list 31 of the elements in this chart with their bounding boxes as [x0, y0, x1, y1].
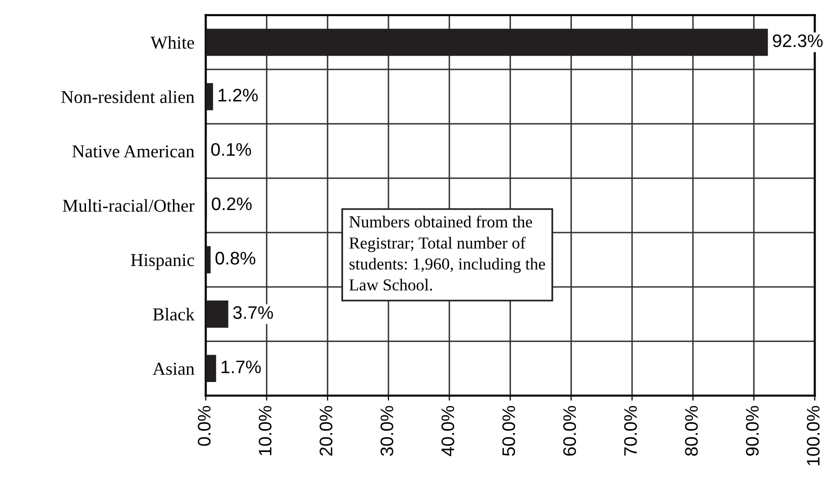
- x-tick-label: 60.0%: [563, 406, 576, 456]
- bar: [206, 28, 768, 56]
- x-tick-label: 80.0%: [685, 406, 698, 456]
- y-tick-label: Black: [153, 308, 195, 321]
- bar: [206, 300, 228, 328]
- y-tick-label: Native American: [72, 145, 194, 158]
- bar: [206, 246, 211, 274]
- x-tick-label: 70.0%: [624, 406, 637, 456]
- y-tick-label: White: [150, 36, 194, 49]
- data-label: 0.1%: [211, 143, 252, 156]
- y-tick-label: Multi-racial/Other: [62, 199, 194, 212]
- x-tick-label: 90.0%: [746, 406, 759, 456]
- x-tick-label: 50.0%: [502, 406, 516, 456]
- data-label: 92.3%: [772, 34, 823, 48]
- y-tick-label: Asian: [152, 362, 194, 375]
- x-tick-label: 100.0%: [806, 406, 820, 466]
- y-tick-label: Non-resident alien: [61, 90, 194, 104]
- data-label: 1.2%: [218, 88, 258, 102]
- x-tick-label: 40.0%: [441, 406, 454, 456]
- annotation: Numbers obtained from the Registrar; Total number of students: 1,960, including the Law School.: [349, 216, 546, 291]
- x-tick-label: 30.0%: [380, 406, 394, 456]
- y-tick-label: Hispanic: [130, 254, 194, 270]
- x-tick-label: 20.0%: [320, 406, 332, 456]
- bar: [206, 83, 214, 110]
- x-tick-label: 10.0%: [258, 406, 272, 456]
- data-label: 0.8%: [215, 252, 256, 265]
- data-label: 1.7%: [222, 360, 261, 374]
- data-label: 3.7%: [233, 306, 273, 319]
- x-tick-label: 0.0%: [198, 406, 211, 446]
- data-label: 0.2%: [212, 197, 252, 210]
- bar: [206, 354, 216, 382]
